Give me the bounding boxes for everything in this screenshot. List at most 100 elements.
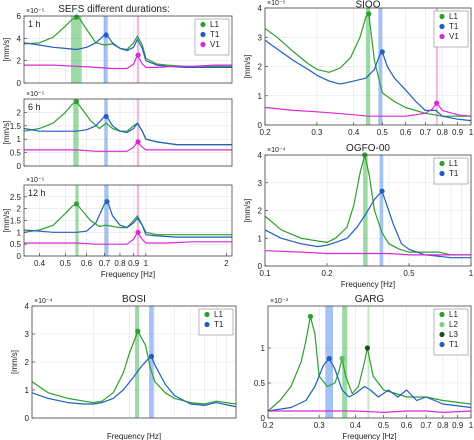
- series-line-2: [24, 141, 232, 152]
- y-tick-label: 2: [258, 207, 263, 216]
- legend-marker: [439, 170, 445, 177]
- y-tick-label: 1: [258, 234, 263, 243]
- axes-frame: [23, 15, 233, 84]
- axis-multiplier: ×10⁻³: [270, 298, 289, 305]
- y-tick-label: 3: [258, 33, 263, 42]
- frequency-band: [136, 99, 140, 166]
- frequency-band: [135, 306, 140, 418]
- frequency-band: [103, 16, 108, 83]
- legend-marker: [200, 41, 206, 48]
- y-tick-label: 0: [17, 79, 22, 88]
- series-line-l1: [265, 13, 471, 117]
- x-tick-label: 0.9: [128, 259, 140, 268]
- chart-title: OGFO-00: [346, 143, 390, 154]
- peak-marker: [73, 201, 80, 207]
- legend-label: T1: [449, 340, 459, 349]
- axis-multiplier: ×10⁻⁴: [34, 298, 53, 305]
- series-line-l1: [268, 315, 471, 412]
- x-tick-label: 0.5: [378, 421, 390, 430]
- y-tick-label: 2: [25, 358, 30, 367]
- axis-multiplier: ×10⁻⁵: [267, 0, 286, 7]
- x-tick-label: 0.2: [262, 421, 274, 430]
- legend-marker: [439, 33, 445, 40]
- x-tick-label: 0.7: [420, 421, 432, 430]
- peak-marker: [103, 113, 109, 120]
- legend-label: L2: [449, 320, 458, 329]
- y-tick-label: 4: [17, 34, 22, 43]
- series-lines: [24, 101, 232, 152]
- duration-label: 12 h: [28, 188, 46, 198]
- peak-marker: [103, 32, 109, 38]
- axes-frame: [267, 305, 472, 419]
- y-tick-label: 1: [17, 228, 22, 237]
- frequency-band: [325, 306, 334, 418]
- y-axis-label: [mm/s]: [2, 38, 11, 62]
- y-tick-label: 4: [258, 4, 263, 13]
- peak-marker: [73, 99, 80, 105]
- peak-marker: [379, 188, 385, 194]
- chart-panel-3: 0 0.5 1 1.5 2 2.5 0.4 0.5 0.6 0.7 0.8 0.9 1 2 ×10⁻⁵ [mm…: [2, 177, 233, 279]
- x-tick-label: 0.2: [259, 128, 271, 137]
- x-tick-label: 0.6: [401, 421, 413, 430]
- duration-label: 1 h: [28, 19, 41, 29]
- x-tick-label: 0.4: [34, 259, 46, 268]
- x-tick-label: 0.8: [437, 128, 449, 137]
- y-axis-label: [mm/s]: [243, 199, 252, 223]
- peak-marker: [73, 14, 80, 20]
- peak-marker: [326, 355, 332, 362]
- legend-marker: [204, 321, 210, 328]
- series-line-0: [24, 203, 232, 236]
- y-tick-label: 2: [17, 108, 22, 117]
- chart-panel-5: 0 1 2 3 4 0.1 0.2 0.5 1 ×10⁻⁴ [mm/s] Frequency [Hz]…: [243, 143, 474, 289]
- x-axis-label: Frequency [Hz]: [101, 270, 155, 279]
- legend-label: L1: [449, 159, 458, 168]
- series-line-t1: [265, 39, 471, 122]
- axis-multiplier: ×10⁻⁵: [26, 91, 45, 98]
- peak-marker: [379, 49, 385, 55]
- x-tick-label: 0.6: [81, 259, 93, 268]
- y-tick-label: 4: [25, 302, 30, 311]
- series-line-t1: [265, 190, 471, 259]
- peak-marker: [364, 345, 371, 351]
- legend-marker: [439, 321, 445, 328]
- peak-marker: [135, 139, 141, 145]
- series-line-v1: [265, 102, 471, 117]
- x-tick-label: 0.3: [314, 421, 326, 430]
- frequency-bands: [325, 306, 370, 418]
- x-tick-label: 1: [144, 259, 149, 268]
- x-tick-label: 0.7: [99, 259, 111, 268]
- y-tick-label: 0.5: [10, 149, 22, 158]
- peak-marker: [366, 11, 372, 17]
- legend-label: T1: [214, 320, 224, 329]
- y-tick-label: 2.5: [10, 193, 22, 202]
- x-tick-label: 0.3: [311, 128, 323, 137]
- x-tick-label: 0.4: [350, 421, 362, 430]
- frequency-band: [136, 185, 140, 256]
- legend-marker: [439, 311, 445, 318]
- series-line-1: [24, 115, 232, 146]
- y-tick-label: 0: [25, 414, 30, 423]
- peak-marker: [434, 100, 440, 106]
- peak-marker: [135, 229, 141, 235]
- frequency-band: [365, 8, 371, 125]
- legend-label: V1: [449, 32, 459, 41]
- frequency-bands: [365, 8, 438, 125]
- legend-label: T1: [449, 22, 459, 31]
- series-line-t1: [32, 355, 236, 408]
- legend-marker: [204, 311, 210, 318]
- legend-box: [198, 308, 234, 336]
- x-tick-label: 0.4: [348, 128, 360, 137]
- series-lines: [268, 315, 471, 413]
- frequency-bands: [363, 155, 384, 266]
- axis-multiplier: ×10⁻⁴: [267, 147, 286, 154]
- peak-marker: [104, 198, 110, 205]
- x-tick-label: 0.9: [452, 421, 464, 430]
- chart-panel-1: 0 2 4 6 ×10⁻⁵ [mm/s] SEFS different durations:…: [2, 4, 233, 88]
- y-tick-label: 0.5: [10, 240, 22, 249]
- x-tick-label: 0.9: [452, 128, 464, 137]
- axis-multiplier: ×10⁻⁵: [26, 177, 45, 184]
- legend-label: L1: [449, 12, 458, 21]
